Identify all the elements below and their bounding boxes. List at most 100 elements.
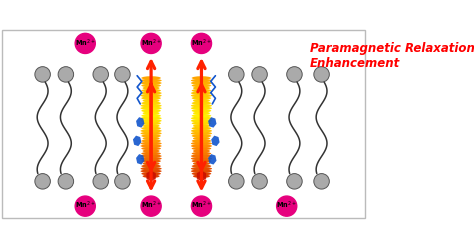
Text: Mn$^{2+}$: Mn$^{2+}$ bbox=[191, 37, 212, 49]
Circle shape bbox=[58, 174, 73, 189]
Ellipse shape bbox=[191, 126, 211, 130]
Text: Mn$^{2+}$: Mn$^{2+}$ bbox=[141, 37, 162, 49]
Ellipse shape bbox=[143, 174, 160, 178]
Polygon shape bbox=[136, 154, 145, 165]
Circle shape bbox=[314, 67, 329, 82]
Ellipse shape bbox=[141, 114, 161, 118]
Polygon shape bbox=[211, 136, 219, 146]
Ellipse shape bbox=[141, 152, 161, 155]
Ellipse shape bbox=[191, 109, 211, 113]
Ellipse shape bbox=[143, 86, 160, 90]
Ellipse shape bbox=[141, 117, 162, 120]
Circle shape bbox=[141, 33, 161, 54]
Circle shape bbox=[141, 196, 161, 216]
Ellipse shape bbox=[193, 137, 210, 140]
Ellipse shape bbox=[141, 169, 162, 173]
Ellipse shape bbox=[193, 162, 210, 165]
Ellipse shape bbox=[191, 139, 211, 143]
Ellipse shape bbox=[191, 142, 212, 145]
Ellipse shape bbox=[141, 122, 161, 125]
Ellipse shape bbox=[141, 109, 161, 113]
Circle shape bbox=[287, 67, 302, 82]
Ellipse shape bbox=[193, 174, 210, 178]
Polygon shape bbox=[147, 171, 155, 181]
Ellipse shape bbox=[193, 86, 210, 90]
Circle shape bbox=[191, 196, 211, 216]
Ellipse shape bbox=[141, 76, 161, 80]
Text: Mn$^{2+}$: Mn$^{2+}$ bbox=[191, 200, 212, 211]
Ellipse shape bbox=[141, 94, 162, 97]
Ellipse shape bbox=[191, 129, 212, 133]
Ellipse shape bbox=[191, 81, 212, 85]
Ellipse shape bbox=[141, 134, 161, 138]
Circle shape bbox=[75, 33, 95, 54]
FancyBboxPatch shape bbox=[2, 30, 365, 218]
Circle shape bbox=[93, 174, 109, 189]
Ellipse shape bbox=[191, 117, 212, 120]
Ellipse shape bbox=[191, 94, 212, 97]
Circle shape bbox=[35, 174, 50, 189]
Circle shape bbox=[277, 196, 297, 216]
Text: Mn$^{2+}$: Mn$^{2+}$ bbox=[141, 200, 162, 211]
Ellipse shape bbox=[141, 147, 161, 150]
Ellipse shape bbox=[191, 144, 212, 148]
Polygon shape bbox=[136, 117, 145, 128]
Ellipse shape bbox=[191, 122, 211, 125]
Circle shape bbox=[287, 174, 302, 189]
Ellipse shape bbox=[191, 101, 211, 105]
Ellipse shape bbox=[141, 91, 162, 95]
Polygon shape bbox=[208, 117, 217, 128]
Ellipse shape bbox=[191, 119, 212, 123]
Text: Mn$^{2+}$: Mn$^{2+}$ bbox=[75, 200, 96, 211]
Ellipse shape bbox=[141, 84, 161, 87]
Ellipse shape bbox=[193, 112, 210, 115]
Ellipse shape bbox=[141, 139, 161, 143]
Ellipse shape bbox=[141, 144, 162, 148]
Circle shape bbox=[35, 67, 50, 82]
Ellipse shape bbox=[191, 169, 212, 173]
Circle shape bbox=[228, 67, 244, 82]
Ellipse shape bbox=[193, 124, 210, 128]
Ellipse shape bbox=[141, 157, 162, 160]
Polygon shape bbox=[133, 136, 141, 146]
Ellipse shape bbox=[141, 154, 162, 158]
Ellipse shape bbox=[141, 79, 162, 82]
Circle shape bbox=[115, 174, 130, 189]
Ellipse shape bbox=[143, 149, 160, 153]
Ellipse shape bbox=[143, 137, 160, 140]
Ellipse shape bbox=[191, 132, 212, 135]
Ellipse shape bbox=[191, 114, 211, 118]
Ellipse shape bbox=[141, 129, 162, 133]
Ellipse shape bbox=[141, 159, 161, 163]
Text: Mn$^{2+}$: Mn$^{2+}$ bbox=[75, 37, 96, 49]
Circle shape bbox=[252, 67, 267, 82]
Ellipse shape bbox=[191, 172, 211, 175]
Text: Paramagnetic Relaxation
Enhancement: Paramagnetic Relaxation Enhancement bbox=[310, 42, 474, 70]
Ellipse shape bbox=[141, 106, 162, 110]
Circle shape bbox=[314, 174, 329, 189]
Ellipse shape bbox=[141, 132, 162, 135]
Circle shape bbox=[75, 196, 95, 216]
Ellipse shape bbox=[191, 159, 211, 163]
Ellipse shape bbox=[191, 167, 212, 170]
Circle shape bbox=[191, 33, 211, 54]
Ellipse shape bbox=[141, 119, 162, 123]
Ellipse shape bbox=[143, 162, 160, 165]
Ellipse shape bbox=[143, 124, 160, 128]
Text: Mn$^{2+}$: Mn$^{2+}$ bbox=[276, 200, 297, 211]
Ellipse shape bbox=[141, 142, 162, 145]
Polygon shape bbox=[198, 171, 206, 181]
Ellipse shape bbox=[191, 76, 211, 80]
Ellipse shape bbox=[191, 157, 212, 160]
Ellipse shape bbox=[141, 101, 161, 105]
Ellipse shape bbox=[191, 79, 212, 82]
Polygon shape bbox=[208, 154, 217, 165]
Circle shape bbox=[252, 174, 267, 189]
Ellipse shape bbox=[141, 172, 161, 175]
Ellipse shape bbox=[191, 164, 211, 168]
Ellipse shape bbox=[191, 104, 212, 107]
Ellipse shape bbox=[141, 164, 161, 168]
Ellipse shape bbox=[143, 99, 160, 102]
Ellipse shape bbox=[141, 104, 162, 107]
Ellipse shape bbox=[191, 84, 211, 87]
